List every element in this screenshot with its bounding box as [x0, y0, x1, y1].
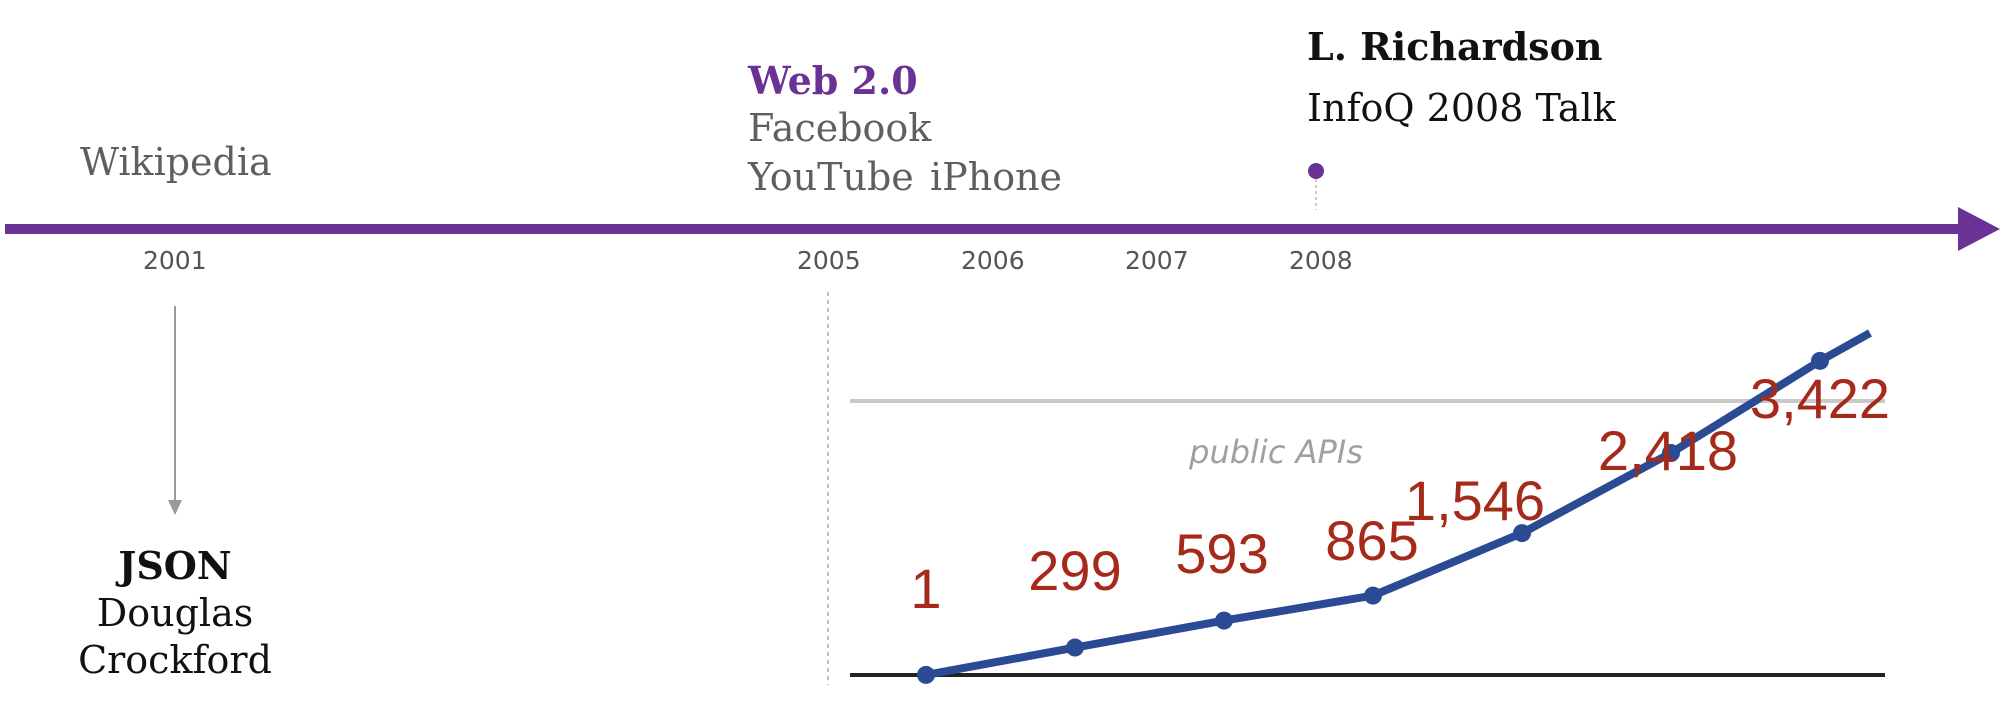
event-wikipedia: Wikipedia [80, 140, 272, 184]
year-2005: 2005 [797, 246, 861, 275]
event-youtube: YouTube [748, 155, 914, 199]
json-author-first: Douglas [96, 591, 254, 635]
chart-point-0 [917, 665, 935, 684]
year-2001: 2001 [143, 246, 207, 275]
chart-data-label-2: 593 [1175, 522, 1268, 585]
event-iphone: iPhone [930, 155, 1063, 199]
json-arrow-head [168, 500, 182, 515]
chart-point-2 [1215, 611, 1233, 630]
chart-data-label-0: 1 [910, 557, 941, 620]
chart-series-line [925, 329, 1872, 679]
chart-point-4 [1513, 524, 1531, 543]
year-2007: 2007 [1125, 246, 1189, 275]
json-title: JSON [118, 543, 232, 588]
chart-point-3 [1364, 586, 1382, 605]
chart-data-label-3: 865 [1325, 509, 1418, 572]
timeline-arrowhead [1958, 207, 2000, 251]
chart-caption: public APIs [1188, 433, 1363, 471]
chart-data-label-4: 1,546 [1405, 469, 1545, 532]
json-author-last: Crockford [78, 638, 272, 682]
chart-point-6 [1811, 351, 1829, 370]
event-richardson-talk: InfoQ 2008 Talk [1307, 86, 1616, 130]
event-facebook: Facebook [748, 106, 932, 150]
chart-data-label-5: 2,418 [1598, 419, 1738, 482]
chart-point-1 [1066, 638, 1084, 657]
year-2006: 2006 [961, 246, 1025, 275]
year-2008: 2008 [1289, 246, 1353, 275]
richardson-marker-dot [1308, 163, 1324, 179]
chart-point-5 [1662, 444, 1680, 463]
event-web20: Web 2.0 [748, 58, 918, 103]
event-richardson-name: L. Richardson [1307, 24, 1603, 69]
chart-data-label-1: 299 [1028, 539, 1121, 602]
chart-data-label-6: 3,422 [1750, 367, 1890, 430]
